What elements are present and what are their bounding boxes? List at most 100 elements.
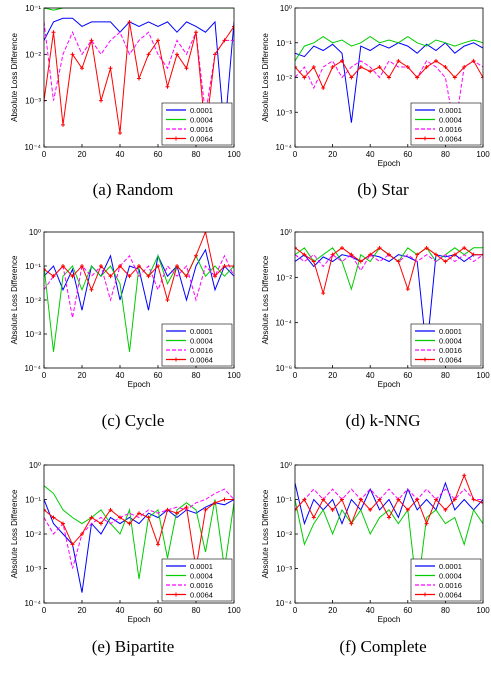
- y-tick-label: 10⁻²: [276, 530, 292, 539]
- data-point: [321, 85, 326, 90]
- series-line-0.0016: [44, 488, 234, 569]
- data-point: [51, 515, 56, 520]
- panel-caption: (a) Random: [93, 180, 174, 199]
- data-point: [295, 507, 297, 512]
- data-point: [349, 252, 354, 257]
- data-point: [443, 507, 448, 512]
- legend-label: 0.0004: [190, 336, 213, 345]
- data-point: [222, 38, 227, 43]
- data-point: [165, 84, 170, 89]
- legend-label: 0.0016: [439, 125, 462, 134]
- x-tick-label: 40: [116, 606, 125, 615]
- data-point: [443, 65, 448, 70]
- x-tick-label: 40: [366, 371, 375, 380]
- panel-caption: (f) Complete: [339, 637, 426, 656]
- data-point: [232, 497, 234, 502]
- data-point: [137, 264, 141, 268]
- series-line-0.0016: [295, 253, 483, 272]
- data-point: [146, 52, 151, 57]
- data-point: [44, 267, 46, 272]
- series-line-0.0004: [295, 36, 483, 62]
- series-group: [295, 245, 483, 353]
- data-point: [89, 38, 94, 43]
- x-tick-label: 0: [293, 606, 298, 615]
- data-point: [156, 542, 160, 547]
- x-tick-label: 20: [78, 371, 87, 380]
- legend-label: 0.0004: [190, 571, 213, 580]
- data-point: [137, 511, 141, 516]
- data-point: [80, 264, 84, 268]
- y-tick-label: 10⁻³: [276, 565, 292, 574]
- plot-frame: [294, 231, 484, 369]
- data-point: [471, 58, 476, 63]
- data-point: [481, 252, 483, 257]
- data-point: [434, 252, 438, 257]
- data-point: [349, 521, 354, 526]
- data-point: [295, 245, 297, 250]
- data-point: [311, 515, 316, 520]
- x-tick-label: 100: [476, 150, 490, 159]
- legend-label: 0.0004: [439, 336, 462, 345]
- data-point: [358, 65, 363, 70]
- legend-label: 0.0001: [439, 327, 462, 336]
- data-point: [452, 497, 457, 502]
- data-point: [311, 259, 316, 264]
- series-group: [295, 473, 483, 593]
- series-line-0.0001: [44, 499, 234, 593]
- data-point: [203, 507, 208, 512]
- data-point: [70, 274, 75, 279]
- y-tick-label: 10⁻³: [25, 565, 41, 574]
- data-point: [396, 497, 401, 502]
- legend-label: 0.0004: [190, 115, 213, 124]
- data-point: [424, 65, 429, 70]
- data-point: [165, 507, 170, 512]
- chart-panel-0: 0 20 40 60 80 100 10⁻¹ 10⁻² 10⁻³ 10⁻⁴ Absolute Los…: [10, 4, 241, 199]
- x-tick-label: 60: [403, 150, 412, 159]
- x-tick-label: 80: [192, 150, 201, 159]
- legend-marker: [174, 592, 178, 597]
- x-tick-label: 20: [78, 606, 87, 615]
- series-line-0.0016: [44, 21, 234, 115]
- y-tick-label: 10⁻⁶: [276, 364, 292, 373]
- series-line-0.0001: [44, 248, 234, 311]
- data-point: [108, 507, 113, 512]
- x-tick-label: 40: [366, 150, 375, 159]
- data-point: [222, 264, 227, 268]
- data-point: [424, 521, 429, 526]
- panel-caption: (d) k-NNG: [345, 411, 420, 430]
- data-point: [302, 75, 307, 80]
- x-axis-label: Epoch: [378, 380, 401, 389]
- data-point: [118, 264, 122, 268]
- data-point: [194, 30, 198, 35]
- x-tick-label: 60: [154, 150, 163, 159]
- data-point: [481, 75, 483, 80]
- y-axis-label: Absolute Loss Difference: [261, 255, 270, 344]
- legend-label: 0.0001: [190, 106, 213, 115]
- data-point: [349, 75, 354, 80]
- data-point: [118, 131, 122, 136]
- data-point: [156, 38, 160, 43]
- data-point: [222, 497, 227, 502]
- data-point: [330, 65, 335, 70]
- x-tick-label: 80: [441, 371, 450, 380]
- y-tick-label: 10⁻⁴: [24, 599, 41, 608]
- legend-label: 0.0004: [439, 571, 462, 580]
- data-point: [61, 521, 65, 526]
- series-line-0.0064: [295, 60, 483, 90]
- series-group: [295, 36, 483, 131]
- y-tick-label: 10⁻¹: [276, 496, 292, 505]
- x-tick-label: 0: [42, 150, 47, 159]
- y-tick-label: 10⁻²: [276, 74, 292, 83]
- legend-marker: [423, 357, 427, 362]
- data-point: [452, 75, 457, 80]
- data-point: [80, 532, 84, 536]
- y-tick-label: 10⁻²: [25, 296, 41, 305]
- chart-panel-5: 0 20 40 60 80 100 10⁰ 10⁻¹ 10⁻² 10⁻³ 10⁻⁴ Epoch Abso…: [261, 461, 490, 656]
- data-point: [443, 259, 448, 264]
- y-axis-label: Absolute Loss Difference: [10, 33, 19, 122]
- y-tick-label: 10⁻²: [25, 50, 41, 59]
- data-point: [340, 58, 344, 63]
- legend-marker: [174, 136, 178, 141]
- data-point: [61, 122, 65, 127]
